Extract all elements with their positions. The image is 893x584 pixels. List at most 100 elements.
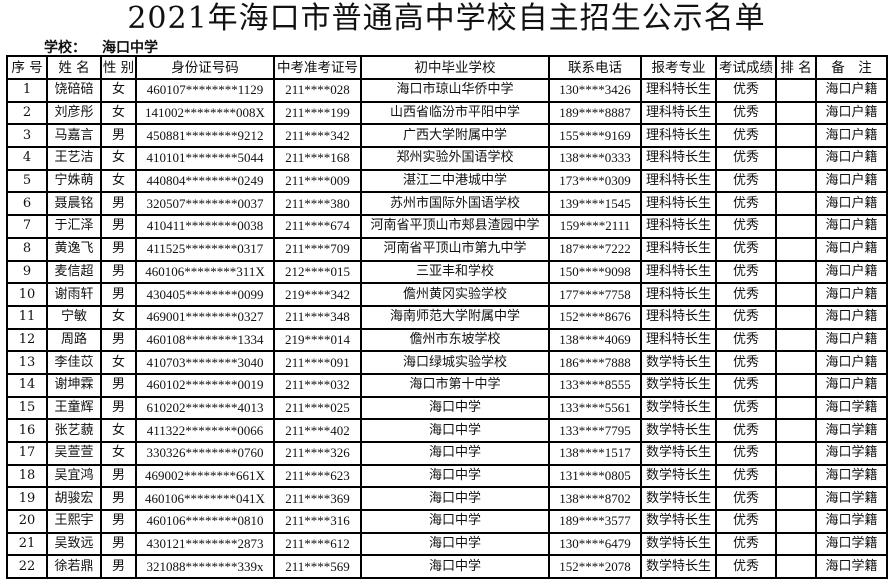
cell-junior-school: 儋州市东坡学校 <box>360 327 550 353</box>
cell-score: 优秀 <box>715 531 777 557</box>
cell-note: 海口学籍 <box>815 531 888 557</box>
cell-name: 吴宜鸿 <box>46 463 102 489</box>
cell-rank <box>775 463 817 489</box>
cell-note: 海口户籍 <box>815 214 888 239</box>
cell-gender: 男 <box>100 372 137 398</box>
cell-score: 优秀 <box>715 418 777 443</box>
cell-phone: 189****8887 <box>548 100 642 126</box>
cell-junior-school: 湛江二中港城中学 <box>360 168 550 194</box>
cell-score: 优秀 <box>715 259 777 285</box>
cell-exam-number: 211****199 <box>273 100 362 126</box>
cell-rank <box>775 372 817 398</box>
cell-phone: 159****2111 <box>548 214 642 239</box>
cell-exam-number: 211****316 <box>273 509 362 534</box>
cell-score: 优秀 <box>715 327 777 353</box>
cell-exam-number: 211****032 <box>273 372 362 398</box>
cell-note: 海口户籍 <box>815 236 888 262</box>
cell-junior-school: 山西省临汾市平阳中学 <box>360 100 550 126</box>
cell-name: 王童辉 <box>46 395 102 421</box>
cell-seq: 18 <box>6 463 48 489</box>
table-row: 19 胡骏宏男 460106********041X 211****369 海口中学 13… <box>6 486 888 512</box>
cell-major: 理科特长生 <box>640 78 717 103</box>
cell-seq: 13 <box>6 350 48 375</box>
cell-score: 优秀 <box>715 282 777 307</box>
cell-note: 海口学籍 <box>815 418 888 443</box>
cell-rank <box>775 395 817 421</box>
header-junior-school: 初中毕业学校 <box>360 55 550 80</box>
cell-id-number: 411322********0066 <box>135 418 275 443</box>
cell-id-number: 410703********3040 <box>135 350 275 375</box>
cell-rank <box>775 509 817 534</box>
header-gender: 性 别 <box>100 55 137 80</box>
cell-gender: 男 <box>100 509 137 534</box>
cell-junior-school: 海口中学 <box>360 509 550 534</box>
cell-name: 吴萱萱 <box>46 441 102 466</box>
table-row: 11 宁敏女 469001********0327 211****348 海南师范大学附… <box>6 304 888 330</box>
cell-major: 数学特长生 <box>640 350 717 375</box>
cell-score: 优秀 <box>715 146 777 171</box>
cell-id-number: 430121********2873 <box>135 531 275 557</box>
cell-note: 海口户籍 <box>815 123 888 149</box>
table-row: 20 王熙宇男 460106********0810 211****316 海口中学 18… <box>6 509 888 534</box>
cell-gender: 男 <box>100 531 137 557</box>
cell-id-number: 460106********041X <box>135 486 275 512</box>
cell-major: 理科特长生 <box>640 191 717 217</box>
cell-major: 理科特长生 <box>640 327 717 353</box>
cell-seq: 9 <box>6 259 48 285</box>
cell-gender: 男 <box>100 486 137 512</box>
cell-id-number: 460108********1334 <box>135 327 275 353</box>
cell-seq: 15 <box>6 395 48 421</box>
cell-phone: 131****0805 <box>548 463 642 489</box>
cell-gender: 男 <box>100 236 137 262</box>
cell-score: 优秀 <box>715 486 777 512</box>
cell-rank <box>775 236 817 262</box>
header-id-number: 身份证号码 <box>135 55 275 80</box>
page-title: 2021年海口市普通高中学校自主招生公示名单 <box>127 1 766 36</box>
cell-major: 理科特长生 <box>640 214 717 239</box>
cell-rank <box>775 100 817 126</box>
cell-note: 海口户籍 <box>815 168 888 194</box>
cell-rank <box>775 191 817 217</box>
cell-junior-school: 广西大学附属中学 <box>360 123 550 149</box>
cell-exam-number: 211****569 <box>273 554 362 580</box>
cell-exam-number: 211****612 <box>273 531 362 557</box>
cell-phone: 152****2078 <box>548 554 642 580</box>
cell-note: 海口学籍 <box>815 395 888 421</box>
cell-score: 优秀 <box>715 441 777 466</box>
cell-junior-school: 海口中学 <box>360 486 550 512</box>
cell-seq: 14 <box>6 372 48 398</box>
cell-phone: 138****1517 <box>548 441 642 466</box>
table-row: 22 徐若鼎男 321088********339x 211****569 海口中学 15… <box>6 554 888 580</box>
table-row: 6 聂晨铭男 320507********0037 211****380 苏州市国际外国… <box>6 191 888 217</box>
cell-note: 海口户籍 <box>815 282 888 307</box>
cell-seq: 6 <box>6 191 48 217</box>
cell-phone: 138****4069 <box>548 327 642 353</box>
cell-major: 数学特长生 <box>640 395 717 421</box>
school-value: 海口中学 <box>102 40 158 56</box>
cell-id-number: 469001********0327 <box>135 304 275 330</box>
cell-name: 于汇泽 <box>46 214 102 239</box>
cell-exam-number: 211****028 <box>273 78 362 103</box>
cell-seq: 11 <box>6 304 48 330</box>
cell-name: 刘彦彤 <box>46 100 102 126</box>
cell-gender: 女 <box>100 441 137 466</box>
cell-major: 数学特长生 <box>640 554 717 580</box>
cell-gender: 男 <box>100 214 137 239</box>
cell-rank <box>775 282 817 307</box>
cell-junior-school: 海口中学 <box>360 418 550 443</box>
cell-major: 理科特长生 <box>640 304 717 330</box>
cell-name: 聂晨铭 <box>46 191 102 217</box>
cell-name: 麦信超 <box>46 259 102 285</box>
cell-gender: 男 <box>100 282 137 307</box>
table-row: 7 于汇泽男 410411********0038 211****674 河南省平顶山市… <box>6 214 888 239</box>
cell-note: 海口户籍 <box>815 78 888 103</box>
cell-rank <box>775 304 817 330</box>
school-line: 学校： 海口中学 <box>44 37 158 57</box>
cell-name: 黄逸飞 <box>46 236 102 262</box>
cell-junior-school: 海口中学 <box>360 554 550 580</box>
cell-gender: 男 <box>100 327 137 353</box>
cell-name: 周路 <box>46 327 102 353</box>
cell-major: 理科特长生 <box>640 236 717 262</box>
cell-name: 饶碚碚 <box>46 78 102 103</box>
table-row: 5 宁姝萌女 440804********0249 211****009 湛江二中港城中… <box>6 168 888 194</box>
